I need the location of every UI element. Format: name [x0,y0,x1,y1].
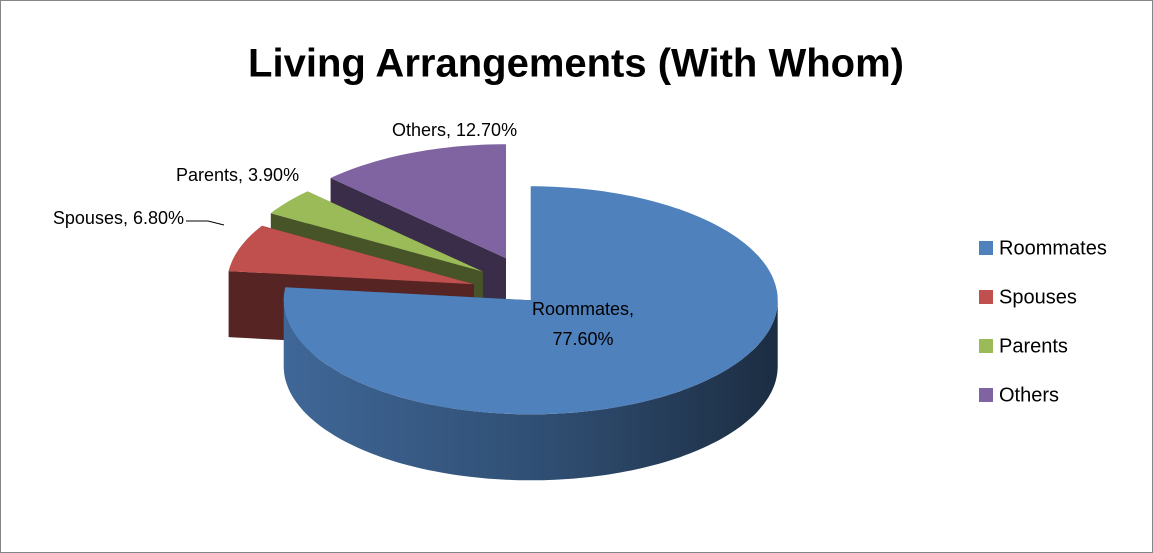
slice-top [228,225,474,285]
leader-line [186,220,225,226]
data-label: Others, 12.70% [392,120,517,140]
legend-label: Spouses [999,286,1077,308]
data-label: Roommates, 77.60% [532,299,634,349]
slice-top [283,186,778,415]
legend-swatch [979,241,993,255]
legend-swatch [979,290,993,304]
legend-label: Parents [999,335,1068,357]
legend-label: Roommates [999,237,1107,259]
label-line: Roommates, [532,299,634,319]
slice [283,186,778,481]
slice-wall [283,300,778,481]
label-line: 77.60% [552,329,613,349]
slice-top [270,191,483,272]
legend-label: Others [999,384,1059,406]
data-label: Parents, 3.90% [176,165,299,185]
slice-top [330,144,506,259]
chart-title: Living Arrangements (With Whom) [248,42,904,86]
legend-swatch [979,388,993,402]
data-label: Spouses, 6.80% [53,208,184,228]
legend-swatch [979,339,993,353]
